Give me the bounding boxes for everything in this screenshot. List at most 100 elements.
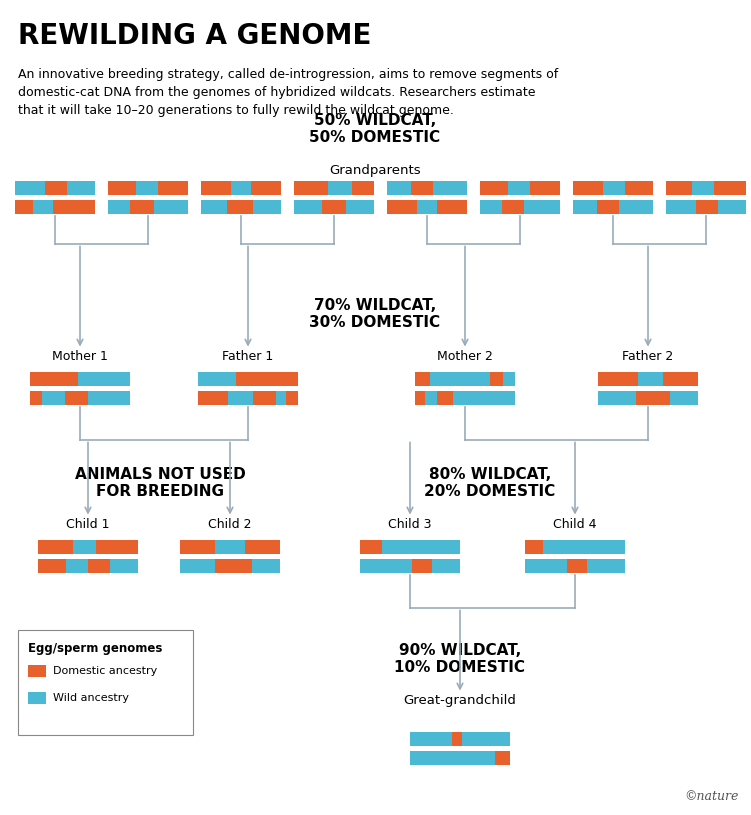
Bar [636,390,670,404]
Bar [663,372,698,385]
Bar [198,390,228,404]
Bar [718,200,746,214]
Bar [252,558,280,572]
Text: Father 2: Father 2 [623,350,674,363]
Bar [32,200,53,214]
Bar [198,372,236,385]
Bar [412,558,432,572]
Bar [360,540,382,553]
Text: Child 3: Child 3 [388,518,432,531]
Bar [88,390,130,404]
Bar [503,372,515,385]
Text: 70% WILDCAT,
30% DOMESTIC: 70% WILDCAT, 30% DOMESTIC [309,297,441,330]
Bar [38,558,66,572]
Text: 50% WILDCAT,
50% DOMESTIC: 50% WILDCAT, 50% DOMESTIC [309,112,441,145]
Text: REWILDING A GENOME: REWILDING A GENOME [18,22,372,50]
Bar [180,558,215,572]
Bar [78,372,130,385]
Bar [38,540,73,553]
Bar [28,665,46,677]
Bar [567,558,587,572]
Text: 90% WILDCAT,
10% DOMESTIC: 90% WILDCAT, 10% DOMESTIC [394,642,526,675]
Bar [42,390,65,404]
Bar [502,200,524,214]
Bar [603,180,625,195]
Bar [327,180,351,195]
Bar [155,200,188,214]
Bar [432,558,460,572]
Bar [131,200,155,214]
Bar [415,372,430,385]
Bar [387,180,411,195]
Text: An innovative breeding strategy, called de-introgression, aims to remove segment: An innovative breeding strategy, called … [18,68,558,117]
Bar [573,200,597,214]
Text: Great-grandchild: Great-grandchild [403,694,517,707]
Bar [96,540,138,553]
Bar [598,390,636,404]
Bar [108,180,136,195]
Bar [495,751,510,764]
Bar [286,390,298,404]
Bar [480,180,508,195]
Bar [597,200,620,214]
Bar [425,390,437,404]
Bar [110,558,138,572]
Bar [227,200,253,214]
Text: Child 2: Child 2 [208,518,252,531]
Bar [670,390,698,404]
Bar [415,390,425,404]
Text: Domestic ancestry: Domestic ancestry [53,666,157,676]
Bar [28,692,46,704]
Bar [480,200,502,214]
Bar [201,200,227,214]
Text: Mother 1: Mother 1 [52,350,108,363]
Text: Father 1: Father 1 [222,350,273,363]
Bar [180,540,215,553]
Text: Egg/sperm genomes: Egg/sperm genomes [28,642,162,655]
Bar [136,180,158,195]
Bar [436,200,467,214]
Bar [15,200,32,214]
Bar [620,200,653,214]
Text: Wild ancestry: Wild ancestry [53,693,129,703]
Bar [201,180,231,195]
Bar [525,558,567,572]
Bar [543,540,625,553]
Bar [587,558,625,572]
Bar [15,180,45,195]
Bar [666,180,692,195]
Bar [30,390,42,404]
Bar [360,558,412,572]
Bar [67,180,95,195]
Bar [437,390,453,404]
Bar [387,200,418,214]
Bar [65,390,88,404]
Bar [418,200,436,214]
Bar [236,372,298,385]
Bar [452,732,462,746]
Bar [524,200,560,214]
Bar [276,390,286,404]
Bar [692,180,714,195]
Bar [410,732,452,746]
Bar [66,558,88,572]
Bar [108,200,131,214]
Bar [294,180,327,195]
Bar [433,180,467,195]
Bar [525,540,543,553]
Bar [462,732,510,746]
Text: Grandparents: Grandparents [329,164,421,177]
Bar [430,372,490,385]
FancyBboxPatch shape [18,630,193,735]
Bar [253,390,276,404]
Bar [88,558,110,572]
Bar [294,200,322,214]
Bar [30,372,78,385]
Bar [228,390,253,404]
Bar [245,540,280,553]
Text: Child 4: Child 4 [553,518,597,531]
Bar [714,180,746,195]
Bar [529,180,560,195]
Bar [73,540,96,553]
Bar [322,200,346,214]
